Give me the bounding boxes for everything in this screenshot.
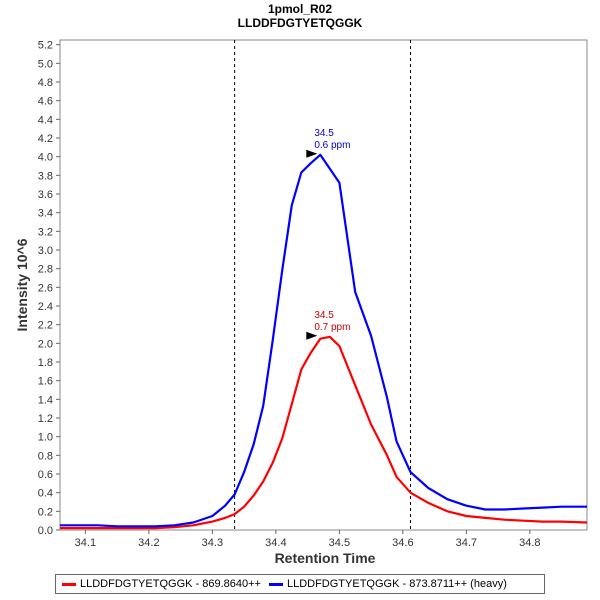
y-tick-label: 5.0 <box>38 58 53 70</box>
legend-label-light: LLDDFDGTYETQGGK - 869.8640++ <box>80 578 261 590</box>
y-tick-label: 5.2 <box>38 40 53 52</box>
peak-marker-icon <box>306 331 318 340</box>
series-layer <box>60 153 588 530</box>
y-tick-label: 4.2 <box>38 133 53 145</box>
x-tick-label: 34.8 <box>519 537 540 549</box>
x-axis: 34.1 34.2 34.3 34.4 34.5 34.6 34.7 34.8 <box>75 530 541 549</box>
peak-rt-label: 34.5 <box>314 310 334 321</box>
peak-marker-icon <box>306 149 318 158</box>
x-tick-label: 34.5 <box>329 537 350 549</box>
y-tick-label: 3.2 <box>38 226 53 238</box>
y-tick-label: 0.2 <box>38 506 53 518</box>
y-axis-label: Intensity 10^6 <box>14 238 30 331</box>
y-tick-label: 0.4 <box>38 488 53 500</box>
legend-item-heavy: LLDDFDGTYETQGGK - 873.8711++ (heavy) <box>268 578 507 590</box>
legend-label-heavy: LLDDFDGTYETQGGK - 873.8711++ (heavy) <box>286 578 507 590</box>
y-tick-label: 2.0 <box>38 338 53 350</box>
y-tick-label: 3.6 <box>38 189 53 201</box>
chart-title: 1pmol_R02 <box>268 2 332 16</box>
peak-ppm-label: 0.7 ppm <box>314 322 350 333</box>
y-tick-label: 4.0 <box>38 152 53 164</box>
series-line-heavy <box>60 153 587 528</box>
legend-swatch-blue <box>268 582 283 586</box>
y-tick-label: 4.6 <box>38 96 53 108</box>
y-tick-label: 0.6 <box>38 469 53 481</box>
y-tick-label: 3.4 <box>38 208 53 220</box>
y-tick-label: 1.8 <box>38 357 53 369</box>
y-axis: 0.0 0.2 0.4 0.6 0.8 1.0 1.2 1.4 1.6 1.8 2.0 2.2 2.4 2… <box>38 40 60 537</box>
legend-item-light: LLDDFDGTYETQGGK - 869.8640++ <box>62 578 261 590</box>
y-tick-label: 1.4 <box>38 394 53 406</box>
x-tick-label: 34.7 <box>456 537 477 549</box>
x-axis-label: Retention Time <box>275 550 376 566</box>
series-line-light <box>60 335 588 530</box>
y-tick-label: 4.4 <box>38 114 53 126</box>
y-tick-label: 1.6 <box>38 376 53 388</box>
y-tick-label: 4.8 <box>38 77 53 89</box>
peak-boundaries <box>234 40 411 530</box>
x-tick-label: 34.2 <box>138 537 159 549</box>
y-tick-label: 0.0 <box>38 525 53 537</box>
chart-subtitle: LLDDFDGTYETQGGK <box>238 16 363 30</box>
x-tick-label: 34.1 <box>75 537 96 549</box>
y-tick-label: 2.6 <box>38 282 53 294</box>
y-tick-label: 2.8 <box>38 264 53 276</box>
peak-rt-label: 34.5 <box>314 128 334 139</box>
y-tick-label: 1.0 <box>38 432 53 444</box>
y-tick-label: 0.8 <box>38 450 53 462</box>
peak-ppm-label: 0.6 ppm <box>314 140 350 151</box>
y-tick-label: 3.0 <box>38 245 53 257</box>
x-tick-label: 34.6 <box>392 537 413 549</box>
y-tick-label: 2.4 <box>38 301 53 313</box>
x-tick-label: 34.4 <box>265 537 286 549</box>
y-tick-label: 1.2 <box>38 413 53 425</box>
plot-area <box>59 39 588 531</box>
legend: LLDDFDGTYETQGGK - 869.8640++ LLDDFDGTYET… <box>55 574 545 594</box>
y-tick-label: 2.2 <box>38 320 53 332</box>
legend-swatch-red <box>62 582 76 586</box>
x-tick-label: 34.3 <box>202 537 223 549</box>
y-tick-label: 3.8 <box>38 170 53 182</box>
